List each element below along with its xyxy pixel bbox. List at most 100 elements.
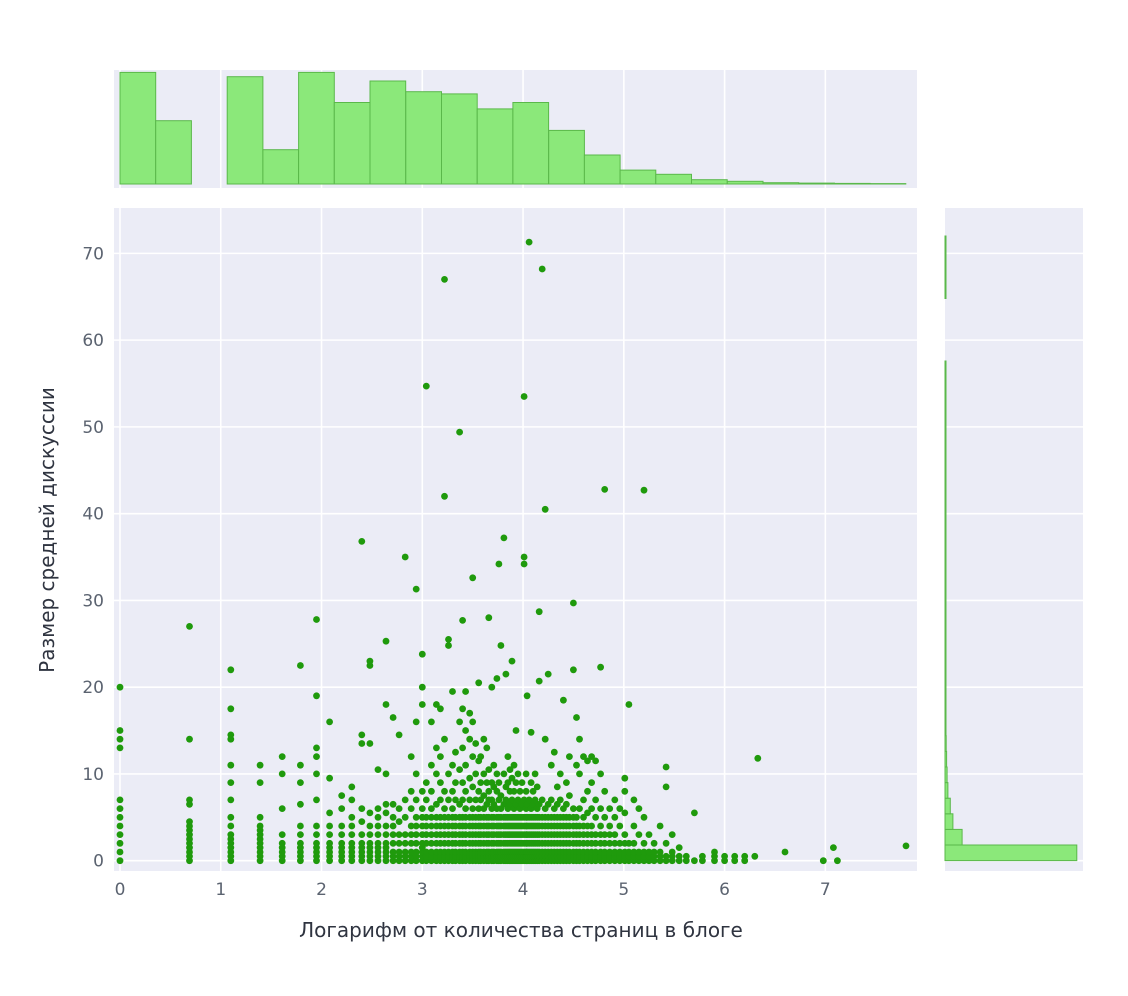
scatter-point	[401, 839, 409, 847]
scatter-point	[566, 753, 573, 760]
scatter-point	[389, 839, 397, 847]
y-tick-labels: 0 10 20 30 40 50 60 70	[82, 244, 104, 871]
scatter-point	[186, 623, 193, 630]
scatter-point	[711, 848, 718, 856]
scatter-point	[441, 276, 448, 283]
scatter-point	[751, 852, 759, 860]
scatter-point	[382, 809, 390, 817]
scatter-point	[502, 670, 510, 678]
scatter-point	[592, 813, 599, 821]
scatter-grid	[114, 208, 917, 871]
scatter-point	[326, 809, 333, 817]
scatter-point	[389, 813, 397, 821]
scatter-point	[475, 805, 483, 812]
scatter-point	[407, 753, 415, 760]
right-histogram-bar	[944, 485, 947, 502]
scatter-point	[741, 852, 749, 860]
x-tick-label: 4	[518, 880, 529, 900]
scatter-point	[630, 822, 638, 830]
scatter-point	[227, 705, 235, 713]
scatter-point	[428, 813, 435, 821]
scatter-point	[401, 831, 409, 838]
scatter-point	[508, 796, 516, 804]
scatter-point	[650, 839, 658, 847]
scatter-point	[412, 813, 420, 821]
scatter-point	[592, 757, 599, 765]
scatter-point	[520, 560, 528, 568]
x-tick-label: 2	[316, 880, 327, 900]
scatter-background	[114, 208, 917, 871]
scatter-point	[630, 839, 638, 847]
scatter-point	[401, 813, 409, 821]
scatter-point	[348, 796, 356, 804]
scatter-point	[523, 692, 531, 700]
scatter-point	[469, 805, 477, 812]
scatter-point	[675, 844, 683, 851]
scatter-point	[422, 779, 430, 786]
scatter-point	[422, 839, 430, 847]
scatter-point	[389, 800, 397, 808]
scatter-point	[611, 813, 619, 821]
y-tick-label: 0	[93, 852, 104, 872]
right-histogram-bar	[944, 750, 948, 768]
scatter-point	[459, 796, 466, 804]
scatter-point	[731, 852, 739, 860]
scatter-point	[480, 770, 488, 778]
right-histogram-bar	[944, 641, 947, 659]
scatter-point	[563, 779, 570, 786]
scatter-point	[358, 740, 366, 747]
scatter-point	[433, 770, 440, 778]
scatter-point	[529, 787, 537, 795]
scatter-point	[407, 805, 415, 812]
scatter-point	[418, 650, 426, 658]
right-histogram-bar	[944, 516, 947, 534]
x-tick-label: 3	[417, 880, 428, 900]
scatter-point	[313, 831, 320, 838]
scatter-point	[428, 718, 435, 726]
scatter-point	[500, 534, 508, 542]
scatter-point	[472, 770, 480, 778]
scatter-point	[366, 822, 374, 830]
scatter-point	[412, 848, 420, 856]
scatter-point	[662, 763, 670, 771]
top-histogram-bar	[726, 180, 764, 185]
top-histogram-bar	[262, 149, 300, 185]
scatter-point	[313, 839, 320, 847]
scatter-point	[445, 636, 452, 643]
scatter-point	[616, 848, 624, 856]
scatter-point	[527, 779, 535, 786]
scatter-point	[625, 848, 633, 856]
y-tick-label: 20	[82, 678, 104, 698]
scatter-point	[326, 831, 333, 838]
scatter-point	[313, 770, 320, 778]
top-histogram-bar	[619, 169, 657, 185]
scatter-point	[278, 839, 286, 847]
scatter-point	[422, 848, 430, 856]
top-histogram-bar	[691, 179, 728, 185]
scatter-point	[449, 805, 456, 812]
x-tick-label: 7	[820, 880, 831, 900]
scatter-point	[495, 560, 503, 568]
top-histogram-bar	[762, 182, 800, 185]
x-axis-title: Логарифм от количества страниц в блоге	[299, 918, 743, 942]
scatter-point	[278, 770, 286, 778]
scatter-point	[570, 666, 577, 674]
scatter-point	[297, 831, 304, 838]
scatter-point	[313, 744, 320, 752]
right-histogram-bar	[944, 438, 947, 456]
scatter-point	[366, 831, 374, 838]
x-tick-label: 6	[719, 880, 730, 900]
scatter-point	[374, 831, 382, 838]
scatter-point	[606, 805, 614, 812]
scatter-point	[116, 796, 124, 804]
y-axis-title: Размер средней дискуссии	[35, 387, 59, 673]
scatter-point	[541, 505, 549, 513]
scatter-point	[459, 617, 466, 624]
scatter-point	[459, 705, 466, 713]
scatter-point	[326, 718, 333, 726]
scatter-point	[668, 848, 676, 856]
scatter-point	[433, 744, 440, 752]
scatter-point	[338, 792, 346, 799]
top-histogram-bar	[476, 108, 514, 185]
right-histogram-bar	[944, 704, 947, 721]
